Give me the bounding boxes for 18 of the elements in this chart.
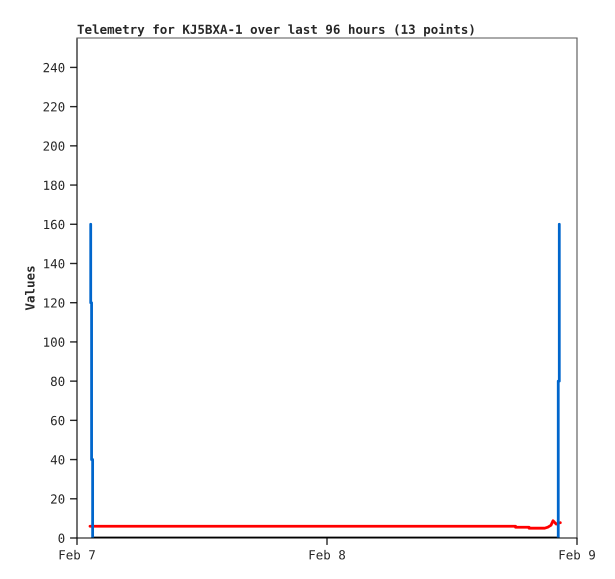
x-tick-label: Feb 9	[560, 550, 595, 560]
y-tick-label: 160	[44, 220, 64, 230]
y-tick-label: 20	[51, 494, 64, 504]
y-tick-label: 240	[44, 62, 64, 72]
y-tick-label: 180	[44, 180, 64, 190]
y-tick-label: 80	[50, 376, 64, 386]
x-tick-label: Feb 7	[60, 550, 95, 560]
y-tick-label: 40	[50, 455, 64, 465]
y-tick-label: 60	[50, 416, 64, 426]
chart-title: Telemetry for KJ5BXA-1 over last 96 hours (13 points)	[78, 24, 474, 36]
y-tick-label: 140	[44, 258, 64, 268]
y-tick-label: 100	[44, 337, 64, 347]
y-tick-label: 200	[44, 141, 64, 151]
y-tick-label: 0	[58, 534, 64, 543]
y-tick-label: 220	[44, 102, 64, 112]
y-axis-title: Values	[24, 266, 35, 310]
y-tick-label: 120	[44, 298, 64, 308]
x-tick-label: Feb 8	[310, 550, 346, 560]
